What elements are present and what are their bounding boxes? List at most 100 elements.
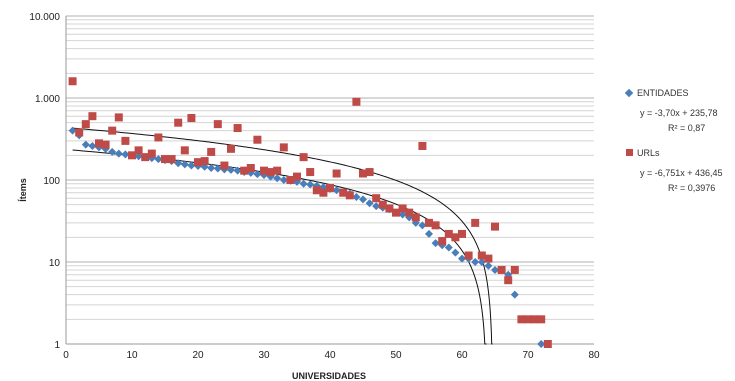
data-point	[227, 144, 235, 153]
y-tick-labels: 1 10 100 1.000 10.000	[29, 12, 60, 351]
data-point	[530, 315, 539, 324]
data-point	[233, 166, 242, 175]
trendline-urls	[72, 127, 493, 345]
y-tick-label: 10.000	[29, 12, 60, 23]
data-point	[543, 340, 552, 348]
y-tick-label: 100	[43, 176, 60, 187]
data-point	[451, 248, 460, 257]
data-point	[299, 153, 308, 162]
data-point	[332, 169, 341, 178]
data-point	[385, 204, 394, 213]
data-point	[167, 155, 176, 164]
trendline-r2-entidades: R² = 0,87	[668, 123, 705, 133]
data-point	[537, 340, 546, 348]
y-tick-label: 10	[49, 258, 61, 269]
legend-entry-urls: URLs y = -6,751x + 436,45 R² = 0,3976	[626, 148, 723, 193]
data-point	[352, 97, 361, 106]
data-point	[326, 183, 334, 192]
gridlines	[66, 15, 594, 345]
data-point	[253, 135, 262, 144]
data-point	[418, 141, 427, 150]
data-point	[491, 265, 499, 274]
data-point	[134, 146, 143, 155]
data-point	[207, 147, 216, 156]
data-point	[128, 151, 136, 160]
data-point	[339, 188, 348, 197]
data-point	[425, 218, 433, 227]
data-point	[444, 229, 453, 238]
data-point	[438, 237, 447, 246]
legend-entry-entidades: ENTIDADES y = -3,70x + 235,78 R² = 0,87	[624, 88, 718, 133]
data-point	[266, 168, 275, 177]
data-point	[444, 243, 453, 252]
data-point	[253, 170, 262, 179]
data-point	[141, 153, 150, 162]
axes	[65, 16, 594, 345]
data-point	[154, 133, 163, 142]
data-point	[95, 139, 103, 148]
data-point	[484, 261, 493, 270]
data-point	[260, 166, 268, 175]
data-point	[114, 149, 123, 158]
x-tick-label: 40	[324, 350, 336, 361]
x-tick-label: 70	[522, 350, 534, 361]
data-point	[200, 157, 209, 166]
data-point	[458, 254, 466, 263]
data-point	[121, 136, 130, 145]
data-point	[174, 118, 183, 127]
data-point	[293, 172, 301, 181]
data-point	[279, 143, 288, 152]
data-point	[174, 159, 183, 168]
data-point	[299, 179, 308, 188]
data-point	[207, 164, 216, 173]
x-tick-label: 30	[258, 350, 270, 361]
data-point	[81, 120, 90, 129]
data-point	[398, 210, 407, 219]
data-point	[312, 186, 321, 195]
data-point	[187, 114, 196, 123]
trendline-r2-urls: R² = 0,3976	[668, 183, 715, 193]
trendline-equation-urls: y = -6,751x + 436,45	[640, 168, 723, 178]
x-tick-label: 10	[126, 350, 138, 361]
data-point	[378, 200, 387, 209]
series-urls	[68, 77, 552, 348]
data-point	[286, 176, 295, 184]
legend-marker-entidades	[624, 88, 634, 98]
data-point	[306, 180, 315, 189]
data-point	[504, 276, 513, 285]
y-tick-label: 1.000	[35, 94, 60, 105]
data-point	[227, 165, 235, 174]
legend: ENTIDADES y = -3,70x + 235,78 R² = 0,87 …	[624, 88, 723, 193]
x-tick-label: 20	[192, 350, 204, 361]
data-point	[180, 160, 189, 169]
data-point	[510, 290, 519, 299]
data-point	[359, 169, 367, 178]
data-point	[411, 213, 420, 222]
data-point	[75, 128, 84, 137]
data-point	[154, 155, 163, 164]
data-point	[352, 193, 361, 202]
data-point	[372, 202, 381, 211]
data-point	[405, 208, 414, 217]
data-point	[101, 140, 110, 149]
data-point	[517, 315, 526, 324]
data-point	[484, 254, 493, 263]
data-point	[108, 147, 117, 156]
data-point	[246, 164, 255, 173]
data-point	[497, 265, 506, 274]
data-point	[279, 176, 288, 184]
data-point	[458, 229, 466, 238]
data-point	[471, 258, 480, 266]
data-point	[418, 221, 427, 230]
data-point	[451, 233, 460, 242]
data-point	[273, 166, 282, 175]
data-point	[524, 315, 532, 324]
data-point	[88, 141, 97, 150]
data-point	[81, 140, 90, 149]
data-point	[431, 239, 440, 248]
data-point	[510, 265, 519, 274]
data-point	[213, 164, 222, 173]
x-tick-label: 0	[63, 350, 69, 361]
data-point	[68, 77, 77, 86]
